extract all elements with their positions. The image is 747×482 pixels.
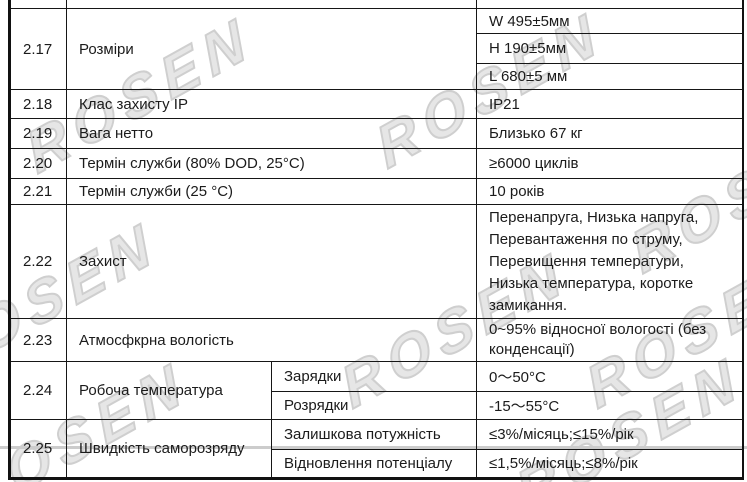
table-row: 2.20 Термін служби (80% DOD, 25°C) ≥6000… [9,148,743,179]
row-sublabel: Відновлення потенціалу [271,449,477,479]
row-label: Розміри [66,8,477,90]
row-number: 2.18 [9,89,67,119]
table-row: 2.24 Робоча температура Зарядки 0～50°C [9,361,743,420]
row-value: W 495±5мм [476,8,743,34]
row-number: 2.22 [9,204,67,319]
row-label: Термін служби (80% DOD, 25°C) [66,148,477,179]
table-row: 2.25 Швидкість саморозряду Залишкова пот… [9,419,743,479]
row-value: -15～55°C [476,391,743,420]
row-value: Близько 67 кг [476,118,743,149]
table-row: Розрядки -15～55°C [10,391,743,420]
row-number: 2.24 [9,361,67,420]
row-value: 0～50°C [476,361,743,392]
row-value: 0~95% відносної вологості (без конденсац… [476,318,743,362]
row-value: Перенапруга, Низька напруга, Перевантаже… [476,204,743,319]
spec-table-wrapper: 2.17 Розміри W 495±5мм H 190±5мм L 680±5… [8,0,744,480]
table-row: 2.23 Атмосфкрна вологість 0~95% відносно… [9,318,743,362]
row-value: H 190±5мм [476,33,743,64]
row-sublabel: Розрядки [271,391,477,420]
row-value: ≤1,5%/місяць;≤8%/рік [476,449,743,479]
row-value: ≤3%/місяць;≤15%/рік [476,419,743,450]
row-number: 2.23 [9,318,67,362]
empty-cell [476,0,743,9]
row-value: ≥6000 циклів [476,148,743,179]
row-label: Захист [66,204,477,319]
row-label: Швидкість саморозряду [66,419,272,479]
row-label: Вага нетто [66,118,477,149]
row-label: Термін служби (25 °C) [66,178,477,205]
table-row: Відновлення потенціалу ≤1,5%/місяць;≤8%/… [10,449,743,479]
table-row: 2.18 Клас захисту IP IP21 [9,89,743,119]
row-number: 2.25 [9,419,67,479]
row-number: 2.21 [9,178,67,205]
row-value: IP21 [476,89,743,119]
row-number: 2.20 [9,148,67,179]
row-value: L 680±5 мм [476,63,743,90]
table-row: L 680±5 мм [10,63,743,90]
row-value: 10 років [476,178,743,205]
table-row: H 190±5мм [10,33,743,64]
table-row: 2.22 Захист Перенапруга, Низька напруга,… [9,204,743,319]
row-label: Робоча температура [66,361,272,420]
empty-cell [9,0,67,9]
table-row-partial [9,0,743,9]
row-sublabel: Залишкова потужність [271,419,477,450]
table-row: 2.17 Розміри W 495±5мм [9,8,743,90]
table-row: 2.19 Вага нетто Близько 67 кг [9,118,743,149]
empty-cell [66,0,477,9]
row-number: 2.17 [9,8,67,90]
row-sublabel: Зарядки [271,361,477,392]
spec-table: 2.17 Розміри W 495±5мм H 190±5мм L 680±5… [8,0,744,480]
table-row: 2.21 Термін служби (25 °C) 10 років [9,178,743,205]
row-label: Клас захисту IP [66,89,477,119]
row-number: 2.19 [9,118,67,149]
row-label: Атмосфкрна вологість [66,318,477,362]
